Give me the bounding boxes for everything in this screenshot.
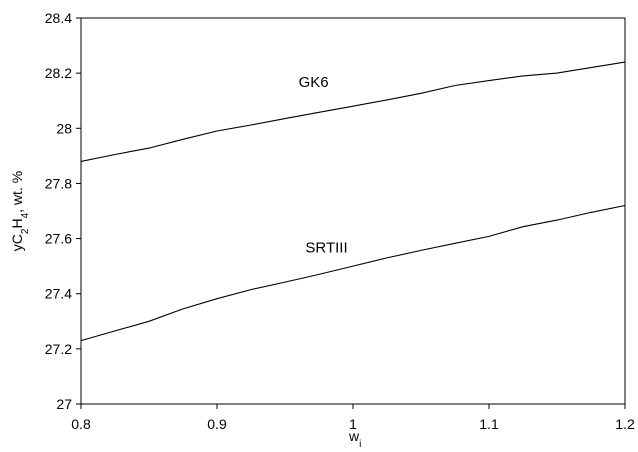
x-axis-title: wi: [348, 428, 361, 450]
y-tick-label: 28.2: [45, 65, 72, 81]
y-axis-title-part: 2: [20, 228, 31, 234]
y-axis-title-part: 4: [20, 212, 31, 218]
y-tick-label: 27.2: [45, 341, 72, 357]
series-label-gk6: GK6: [299, 74, 329, 91]
y-tick-label: 27.8: [45, 175, 72, 191]
y-axis-title-part: H: [9, 218, 25, 228]
x-tick-label: 1.1: [479, 416, 499, 432]
y-axis-title: yC2H4, wt. %: [9, 171, 31, 251]
x-axis-ticks: 0.8 0.9 1 1.1 1.2: [71, 404, 635, 432]
y-tick-label: 27.6: [45, 231, 72, 247]
x-tick-label: 0.8: [71, 416, 91, 432]
series-line-srtiii: [80, 204, 626, 342]
x-axis-title-subscript: i: [359, 439, 361, 450]
series-labels: GK6 SRTIII: [299, 74, 348, 256]
series-line-gk6: [80, 61, 626, 162]
plot-area-frame: [80, 17, 626, 405]
x-tick-label: 1.2: [615, 416, 635, 432]
y-tick-label: 27.4: [45, 286, 72, 302]
series-lines: [80, 61, 626, 342]
x-tick-label: 1: [349, 416, 357, 432]
x-tick-label: 0.9: [207, 416, 227, 432]
y-axis-ticks: 27 27.2 27.4 27.6 27.8 28 28.2 28.4: [45, 10, 81, 412]
y-tick-label: 28: [56, 120, 72, 136]
y-tick-label: 27: [56, 396, 72, 412]
series-label-srtiii: SRTIII: [305, 239, 347, 256]
y-axis-title-part: , wt. %: [9, 171, 25, 213]
y-axis-title-part: yC: [9, 234, 25, 251]
y-tick-label: 28.4: [45, 10, 72, 26]
